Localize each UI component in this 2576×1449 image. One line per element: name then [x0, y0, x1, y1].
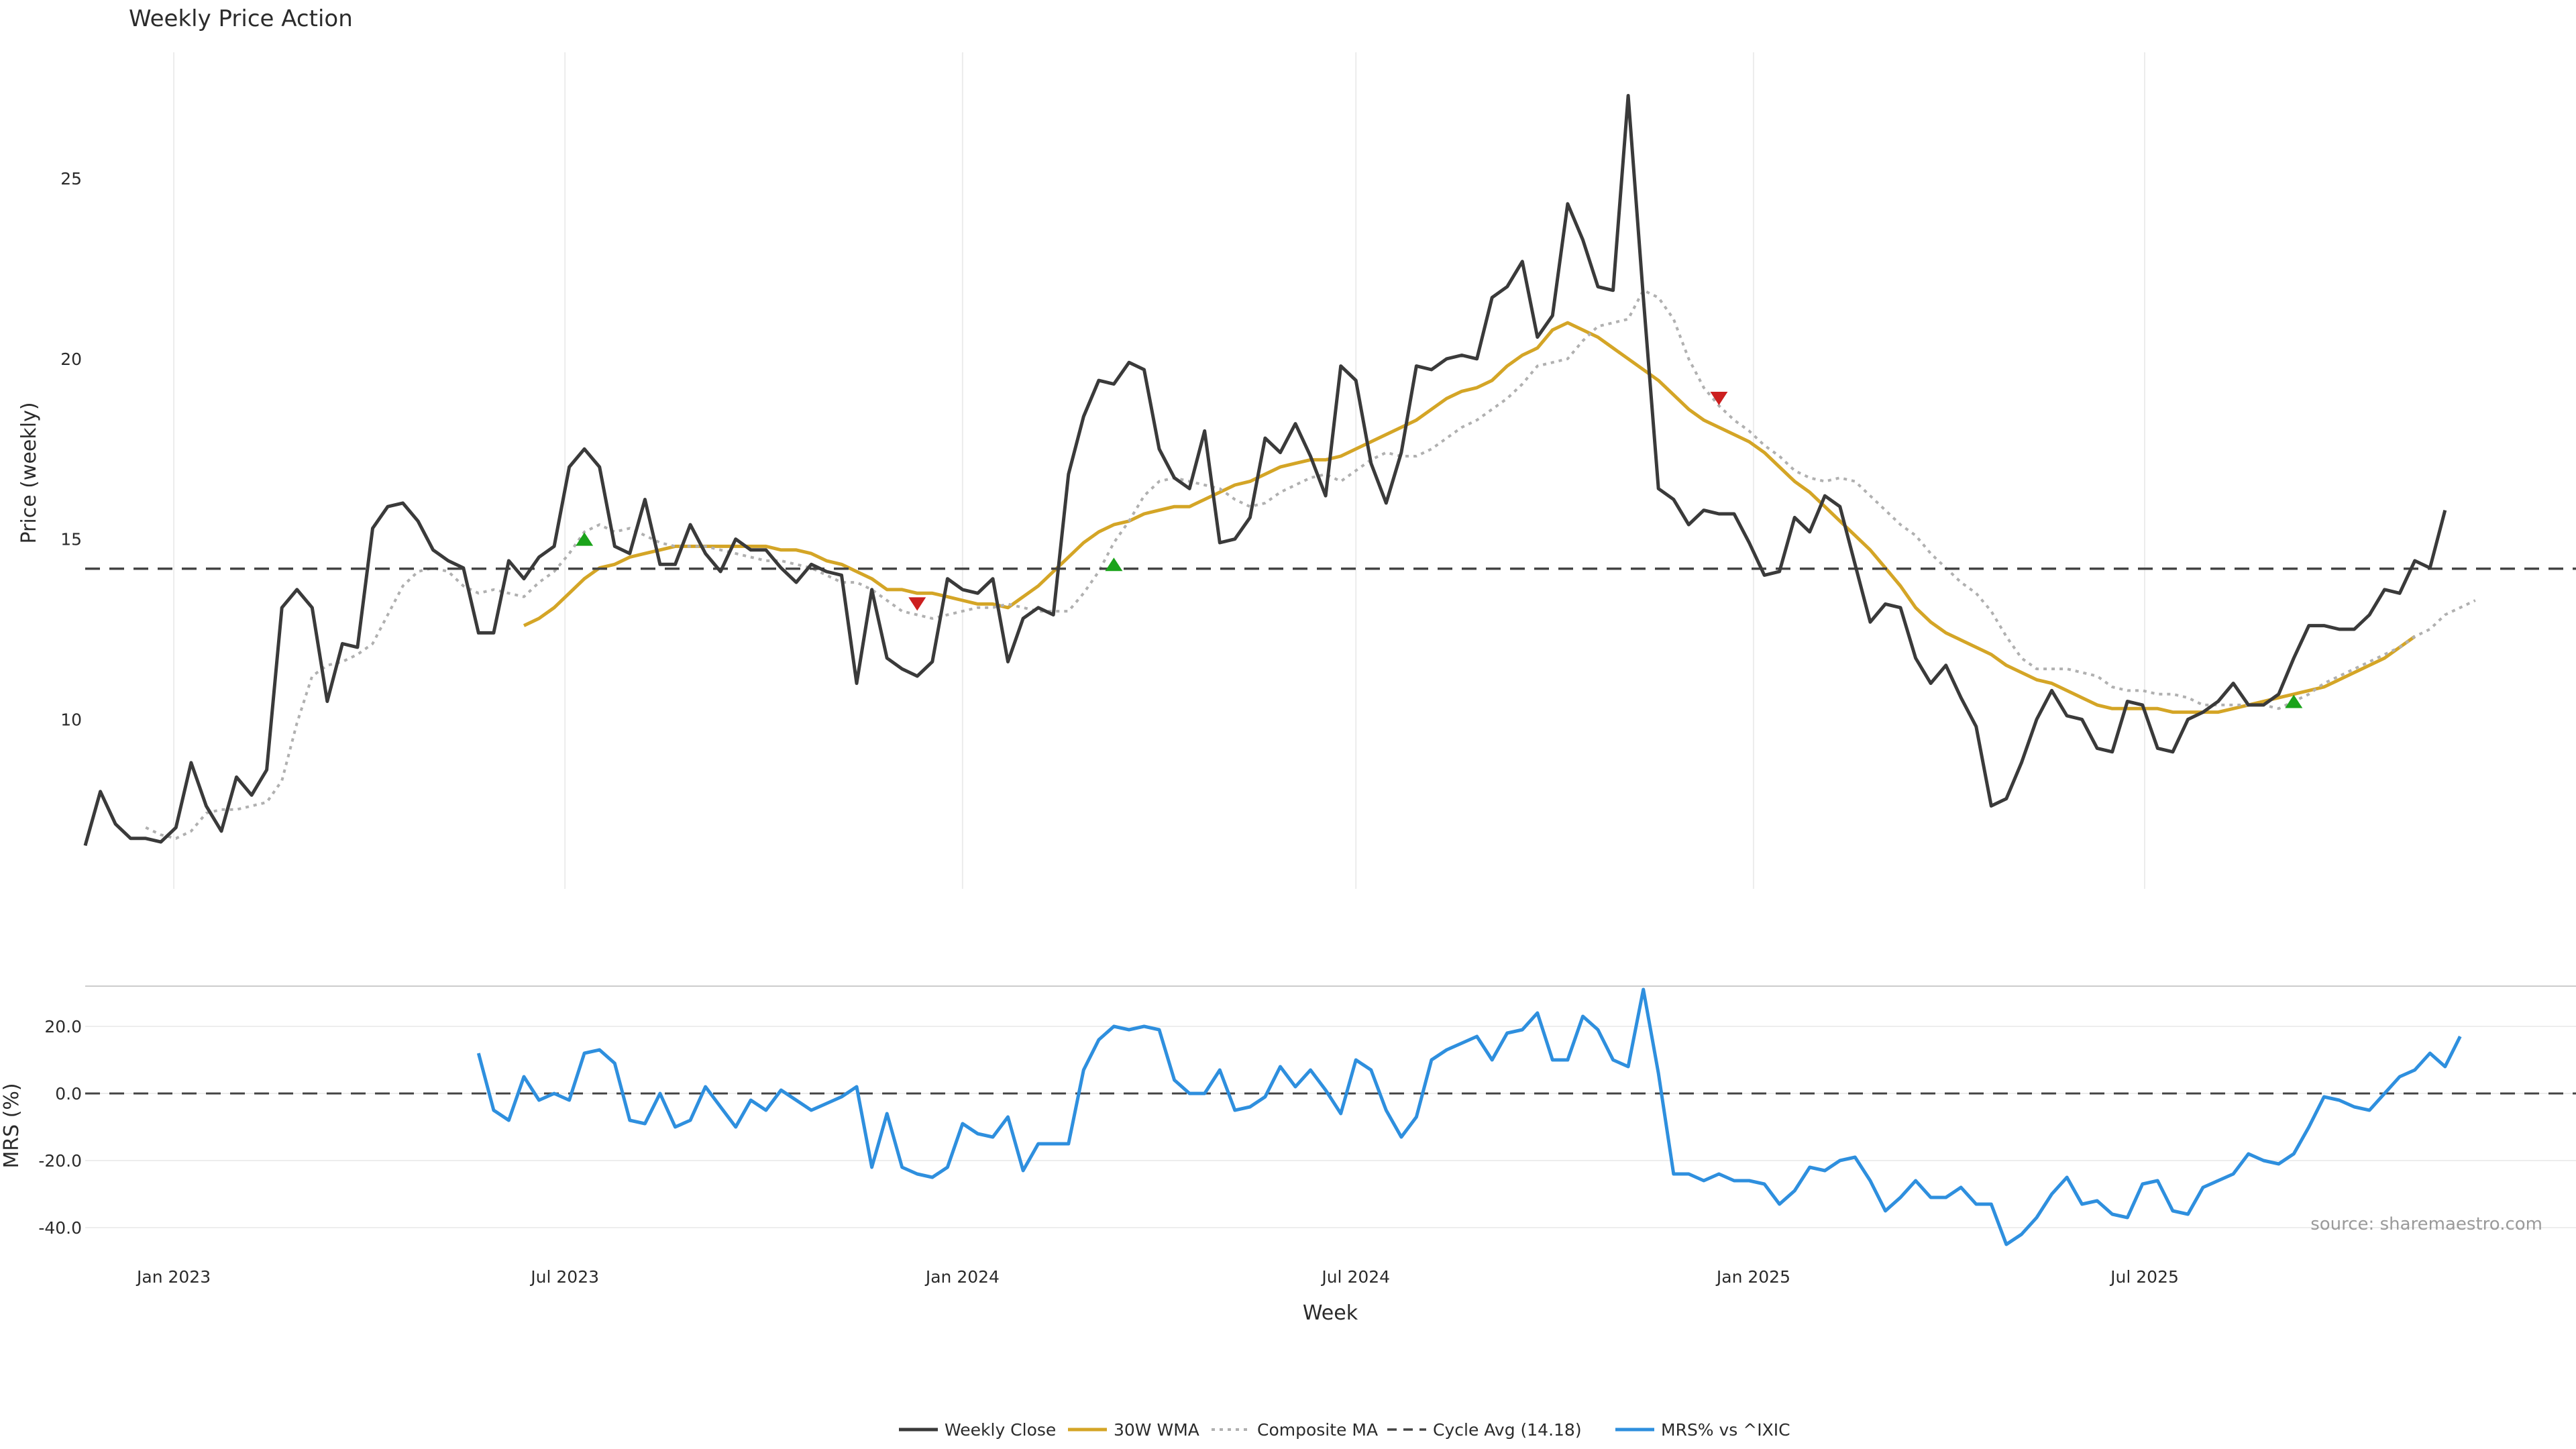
buy-signal-marker [576, 532, 594, 546]
legend: Weekly Close 30W WMA Composite MA Cycle Avg… [899, 1420, 1790, 1440]
mrs-y-axis-label: MRS (%) [0, 1083, 23, 1168]
price-panel [83, 94, 2576, 847]
price-y-tick-label: 20 [60, 350, 82, 369]
mrs-line [476, 987, 2462, 1246]
legend-label: 30W WMA [1114, 1420, 1199, 1440]
axes-layer: Jan 2023 Jul 2023 Jan 2024 Jul 2024 Jan 2025… [38, 169, 2179, 1287]
x-axis-label: Week [1303, 1301, 1358, 1325]
buy-signal-marker [2285, 694, 2303, 708]
x-tick-label: Jan 2025 [1715, 1267, 1790, 1287]
mrs-panel [85, 987, 2576, 1246]
price-y-axis-label: Price (weekly) [17, 402, 41, 543]
legend-label: Weekly Close [945, 1420, 1056, 1440]
x-tick-label: Jul 2023 [529, 1267, 599, 1287]
price-y-tick-label: 25 [60, 169, 82, 189]
legend-label: Cycle Avg (14.18) [1433, 1420, 1582, 1440]
x-tick-label: Jul 2025 [2109, 1267, 2179, 1287]
mrs-y-tick-label: -20.0 [38, 1151, 82, 1171]
mrs-y-tick-label: 20.0 [44, 1017, 82, 1036]
legend-label: Composite MA [1257, 1420, 1378, 1440]
grid-layer [85, 52, 2576, 1228]
x-tick-label: Jul 2024 [1320, 1267, 1390, 1287]
weekly-close-line [83, 94, 2447, 847]
price-y-tick-label: 15 [60, 530, 82, 549]
source-note: source: sharemaestro.com [2310, 1214, 2542, 1234]
mrs-y-tick-label: 0.0 [55, 1084, 82, 1104]
legend-label: MRS% vs ^IXIC [1661, 1420, 1790, 1440]
x-tick-label: Jan 2023 [136, 1267, 211, 1287]
price-y-tick-label: 10 [60, 710, 82, 729]
sell-signal-marker [1710, 392, 1728, 405]
sell-signal-marker [908, 597, 926, 611]
x-tick-label: Jan 2024 [924, 1267, 1000, 1287]
mrs-y-tick-label: -40.0 [38, 1218, 82, 1238]
buy-signal-marker [1105, 557, 1123, 572]
chart-title: Weekly Price Action [129, 5, 353, 32]
30w-wma-line [523, 321, 2416, 714]
